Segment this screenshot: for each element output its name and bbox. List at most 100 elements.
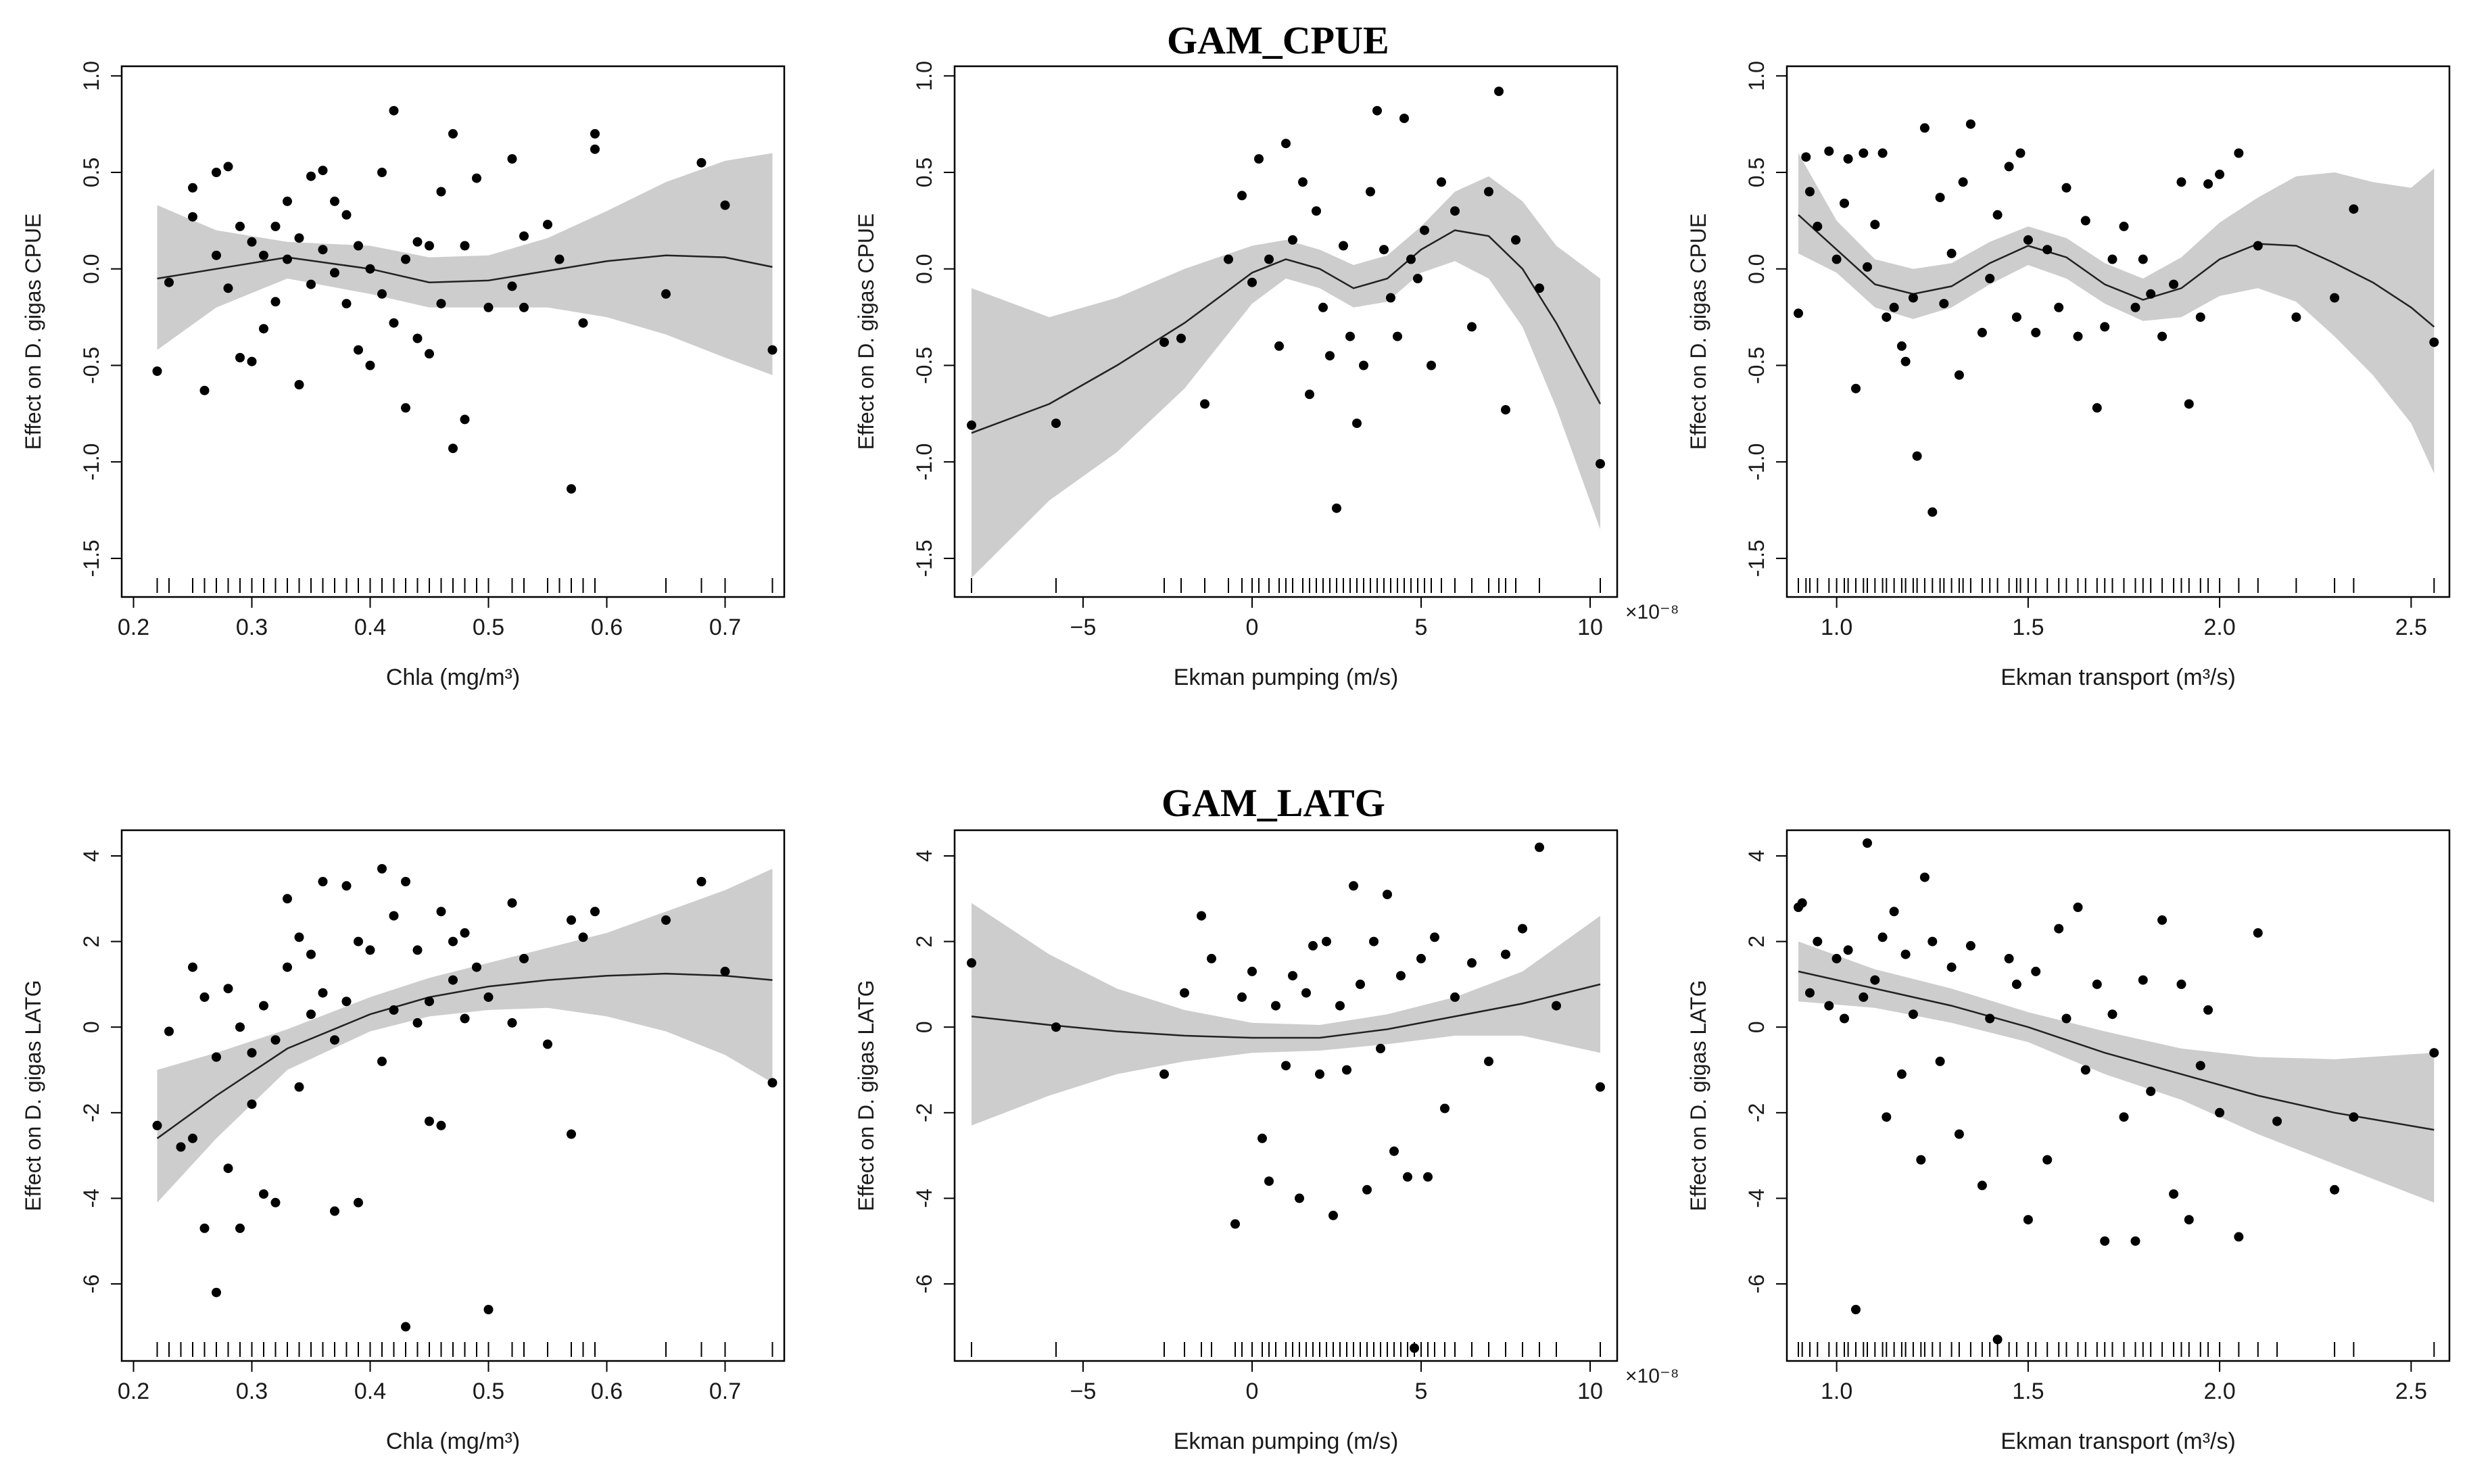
data-point — [188, 183, 197, 193]
x-tick-label: 2.5 — [2395, 1379, 2427, 1404]
data-point — [1271, 1001, 1280, 1011]
data-point — [1900, 356, 1911, 366]
data-point — [448, 936, 458, 947]
data-point — [2119, 221, 2129, 231]
data-point — [1416, 953, 1426, 963]
data-point — [1484, 1056, 1493, 1066]
data-point — [306, 279, 316, 289]
x-tick-label: 0.3 — [236, 1379, 268, 1404]
data-point — [1305, 389, 1314, 400]
plot-frame — [120, 829, 786, 1362]
data-point — [354, 241, 363, 251]
x-axis-label: Ekman pumping (m/s) — [1174, 665, 1399, 690]
data-point — [401, 254, 410, 264]
data-point — [767, 1078, 777, 1088]
data-point — [967, 420, 976, 430]
data-point — [1954, 370, 1964, 380]
y-tick-label: -6 — [79, 1274, 103, 1293]
data-point — [247, 237, 257, 247]
data-point — [354, 345, 363, 355]
data-point — [1335, 1001, 1345, 1011]
fitted-line — [971, 983, 1601, 1039]
data-point — [1794, 308, 1803, 318]
x-tick-label: 2.0 — [2203, 615, 2235, 640]
data-point — [696, 877, 706, 886]
confidence-band — [1798, 941, 2435, 1203]
chart-panel-3: 1.0 1.5 2.0 2.5 -1.5 -1.0 -0.5 0.0 0.5 1.0 Ekman t… — [1686, 61, 2451, 690]
data-point — [1851, 1305, 1861, 1314]
data-point — [519, 953, 529, 963]
x-tick-label: 5 — [1415, 615, 1428, 640]
data-point — [2146, 1086, 2156, 1097]
y-tick-label: 0.5 — [1744, 158, 1769, 187]
y-tick-label: -4 — [79, 1189, 103, 1207]
data-point — [1264, 254, 1274, 264]
y-tick-label: -4 — [912, 1189, 936, 1207]
y-tick-label: -2 — [912, 1103, 936, 1122]
data-point — [2054, 924, 2064, 934]
data-point — [2011, 312, 2021, 322]
x-tick-label: 1.0 — [1821, 615, 1852, 640]
data-point — [294, 1082, 304, 1092]
data-point — [1359, 360, 1368, 370]
data-point — [1467, 322, 1477, 332]
x-tick-label: 0.2 — [118, 1379, 149, 1404]
data-point — [1369, 936, 1379, 947]
data-point — [1379, 245, 1389, 255]
data-point — [318, 988, 328, 998]
data-point — [2234, 148, 2244, 158]
data-point — [1427, 360, 1436, 370]
data-point — [1207, 953, 1216, 963]
data-point — [2100, 1236, 2110, 1246]
y-tick-label: 2 — [1744, 936, 1769, 948]
data-point — [389, 318, 399, 328]
y-tick-label: -1.0 — [912, 444, 936, 481]
data-point — [2004, 953, 2014, 963]
data-point — [460, 928, 470, 938]
data-point — [2080, 216, 2090, 226]
data-point — [1965, 940, 1975, 951]
data-point — [330, 1035, 339, 1045]
data-point — [425, 997, 434, 1007]
data-point — [1927, 936, 1938, 947]
data-point — [1916, 1155, 1926, 1165]
x-axis-label: Ekman transport (m³/s) — [2001, 1429, 2236, 1454]
data-point — [2215, 1107, 2225, 1118]
data-point — [2092, 403, 2102, 413]
data-point — [1863, 838, 1872, 848]
data-point — [341, 299, 352, 309]
data-point — [2349, 1112, 2359, 1122]
data-point — [1863, 262, 1872, 272]
y-tick-label: -1.5 — [912, 540, 936, 577]
x-tick-label: 1.5 — [2012, 1379, 2044, 1404]
data-point — [176, 1142, 186, 1152]
data-point — [1200, 399, 1209, 409]
data-point — [259, 1001, 268, 1011]
y-tick-label: -6 — [912, 1274, 936, 1293]
data-point — [270, 1035, 281, 1045]
data-point — [341, 881, 352, 891]
data-point — [270, 297, 281, 307]
x-tick-label: 0.3 — [236, 615, 268, 640]
data-point — [1413, 274, 1422, 283]
data-point — [2330, 1184, 2340, 1195]
plot-frame — [1786, 829, 2451, 1362]
y-tick-label: 0.5 — [912, 158, 936, 187]
data-point — [1877, 148, 1888, 158]
data-point — [294, 932, 304, 942]
data-point — [436, 299, 446, 309]
fitted-line — [1798, 214, 2435, 328]
data-point — [2119, 1112, 2129, 1122]
data-point — [1965, 119, 1975, 129]
data-point — [2138, 975, 2148, 985]
y-axis-label: Effect on D. gigas CPUE — [1686, 214, 1710, 450]
data-point — [1511, 235, 1520, 245]
data-point — [1831, 254, 1842, 264]
y-tick-label: -2 — [79, 1103, 103, 1122]
data-point — [436, 907, 446, 917]
x-axis-label: Ekman transport (m³/s) — [2001, 665, 2236, 690]
data-point — [2031, 327, 2041, 337]
data-point — [2023, 1215, 2033, 1225]
data-point — [1258, 1133, 1267, 1143]
